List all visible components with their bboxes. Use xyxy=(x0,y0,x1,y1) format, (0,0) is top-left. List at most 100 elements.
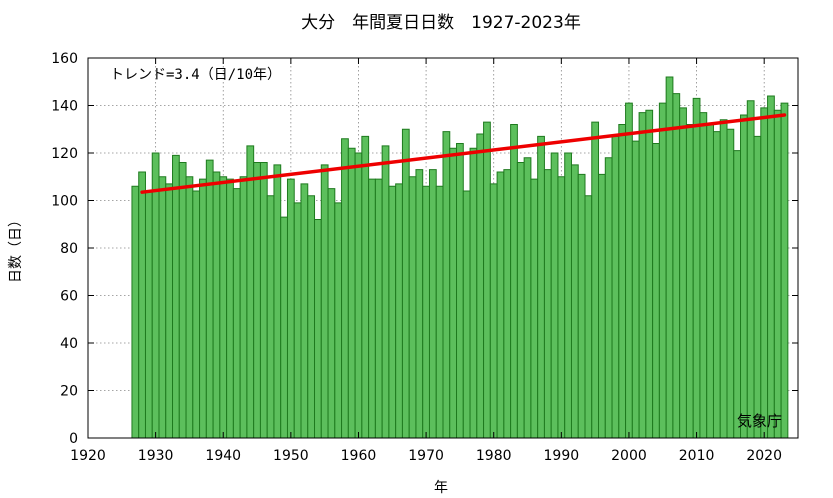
bar-1995 xyxy=(591,121,600,439)
bar-2002 xyxy=(638,112,647,439)
bar-2003 xyxy=(645,109,654,439)
bar-1999 xyxy=(618,124,627,439)
bar-1936 xyxy=(192,190,201,439)
bar-1927 xyxy=(131,185,140,439)
x-tick-label: 1950 xyxy=(273,448,309,464)
bar-1987 xyxy=(537,135,545,439)
bar-1991 xyxy=(564,152,572,439)
y-tick-label: 140 xyxy=(51,99,78,115)
bar-1963 xyxy=(374,178,383,439)
bar-2017 xyxy=(740,114,748,439)
bar-1998 xyxy=(611,135,620,439)
bar-1946 xyxy=(259,162,268,439)
bar-1960 xyxy=(354,152,363,439)
credit-label: 気象庁 xyxy=(737,412,782,430)
bar-2008 xyxy=(679,107,687,439)
trend-line xyxy=(140,113,787,194)
y-tick-label: 120 xyxy=(51,146,78,162)
bars xyxy=(131,76,789,439)
bar-2018 xyxy=(746,100,755,439)
bar-1989 xyxy=(550,152,559,439)
bar-2009 xyxy=(685,124,694,439)
bar-1940 xyxy=(219,176,228,439)
bar-1985 xyxy=(523,157,532,439)
bar-2021 xyxy=(767,95,775,439)
bar-1993 xyxy=(577,173,586,439)
bar-1994 xyxy=(584,195,593,439)
bar-1954 xyxy=(314,219,322,439)
bar-1977 xyxy=(469,147,478,439)
x-tick-label: 1920 xyxy=(70,448,106,464)
bar-1941 xyxy=(226,178,234,439)
y-tick-label: 0 xyxy=(69,431,78,447)
bar-1938 xyxy=(205,159,214,439)
bar-2001 xyxy=(631,140,640,439)
bar-2019 xyxy=(753,135,762,439)
x-tick-label: 1930 xyxy=(138,448,174,464)
bar-1988 xyxy=(543,169,552,439)
bar-2012 xyxy=(706,124,714,439)
bar-1935 xyxy=(185,176,194,439)
trend-line-group xyxy=(140,113,787,194)
bar-1933 xyxy=(172,154,180,439)
x-axis: 1920 1930 1940 1950 1960 1970 1980 1990 2000 2010… xyxy=(70,58,782,464)
bar-1982 xyxy=(503,169,512,439)
bar-1983 xyxy=(510,124,518,439)
bar-1986 xyxy=(530,178,539,439)
bar-1944 xyxy=(246,145,255,439)
bar-1990 xyxy=(557,176,566,439)
bar-1956 xyxy=(327,188,336,439)
y-tick-label: 60 xyxy=(60,289,78,305)
bar-1947 xyxy=(266,195,275,439)
bar-2014 xyxy=(719,119,728,439)
trend-annotation: トレンド=3.4（日/10年） xyxy=(110,67,281,83)
bar-1937 xyxy=(199,178,207,439)
bar-2023 xyxy=(780,102,789,439)
bar-1966 xyxy=(395,183,403,439)
bar-1943 xyxy=(239,176,248,439)
bar-2013 xyxy=(712,131,721,439)
y-axis-label: 日数（日） xyxy=(8,213,24,283)
bar-1997 xyxy=(604,157,613,439)
x-axis-label: 年 xyxy=(434,480,448,496)
bar-2020 xyxy=(760,107,769,439)
y-tick-label: 20 xyxy=(60,384,78,400)
bar-1934 xyxy=(178,162,187,439)
bar-1932 xyxy=(165,183,174,439)
bar-1973 xyxy=(442,131,451,439)
bar-1958 xyxy=(341,138,349,439)
bar-2022 xyxy=(773,109,782,439)
bar-1992 xyxy=(570,164,579,439)
x-tick-label: 1990 xyxy=(544,448,580,464)
bar-2010 xyxy=(692,97,701,439)
bar-1971 xyxy=(428,169,437,439)
bar-1978 xyxy=(476,133,485,439)
x-tick-label: 2020 xyxy=(746,448,782,464)
x-tick-label: 2000 xyxy=(611,448,647,464)
bar-2004 xyxy=(652,143,660,439)
bar-1984 xyxy=(516,162,525,439)
bar-1951 xyxy=(293,202,302,439)
y-tick-label: 40 xyxy=(60,336,78,352)
bar-1975 xyxy=(456,143,464,439)
y-tick-label: 80 xyxy=(60,241,78,257)
bar-2016 xyxy=(733,150,742,439)
bar-1970 xyxy=(422,185,430,439)
bar-1928 xyxy=(138,171,146,439)
bar-1953 xyxy=(307,195,316,439)
bar-1949 xyxy=(280,216,288,439)
bar-2000 xyxy=(625,102,633,439)
bar-2007 xyxy=(672,93,681,439)
bar-1969 xyxy=(415,169,424,439)
bar-1981 xyxy=(496,171,505,439)
bar-1950 xyxy=(286,178,295,439)
x-tick-label: 1980 xyxy=(476,448,512,464)
bar-1967 xyxy=(401,128,410,439)
bar-1948 xyxy=(273,164,282,439)
bar-1961 xyxy=(361,135,370,439)
bar-1939 xyxy=(212,171,221,439)
bar-2011 xyxy=(699,112,708,439)
bar-2005 xyxy=(658,102,667,439)
bar-1976 xyxy=(462,190,471,439)
